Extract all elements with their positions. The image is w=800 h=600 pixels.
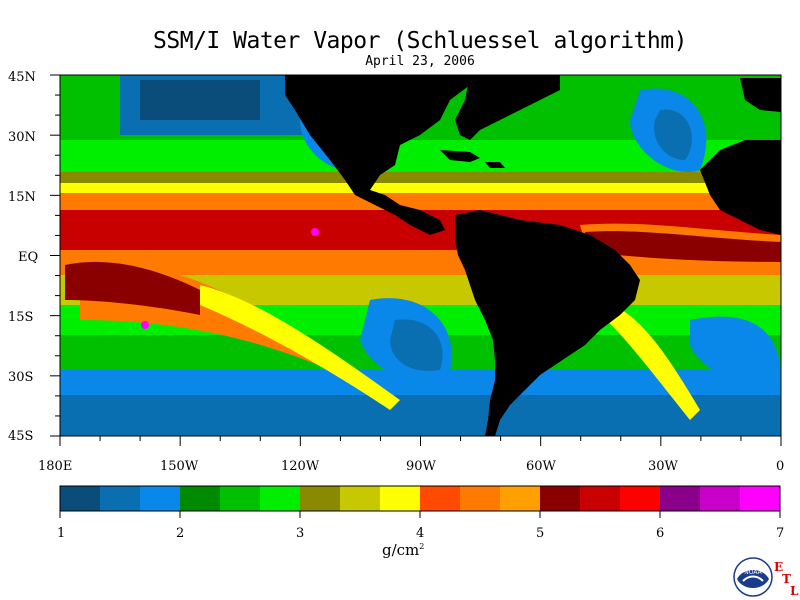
hispaniola xyxy=(485,162,505,168)
lat-label-45n: 45N xyxy=(8,70,36,85)
colorbar-label-3: 3 xyxy=(296,526,304,541)
etl-letter-t: T xyxy=(782,572,791,586)
colorbar-label-7: 7 xyxy=(776,526,784,541)
lon-label-60w: 60W xyxy=(526,459,557,474)
colorbar-swatch xyxy=(580,486,621,511)
lon-label-150w: 150W xyxy=(160,459,199,474)
atlantic-itcz-red xyxy=(585,231,781,262)
map-field xyxy=(60,75,781,436)
colorbar xyxy=(60,486,781,511)
longitude-ticks xyxy=(59,436,782,446)
colorbar-ticks xyxy=(59,511,781,518)
max-spot-1 xyxy=(141,321,149,329)
map-date: April 23, 2006 xyxy=(365,54,475,69)
colorbar-swatch xyxy=(300,486,341,511)
lat-label-eq: EQ xyxy=(18,250,38,265)
colorbar-swatch xyxy=(220,486,261,511)
lat-label-30s: 30S xyxy=(8,370,33,385)
colorbar-labels: 1 2 3 4 5 6 7 xyxy=(57,526,784,541)
africa xyxy=(700,140,781,235)
lon-label-0: 0 xyxy=(776,459,784,474)
etl-letter-l: L xyxy=(790,584,799,598)
streak-sacz-yellow xyxy=(600,300,700,420)
lon-label-120w: 120W xyxy=(281,459,320,474)
colorbar-label-2: 2 xyxy=(176,526,184,541)
south-america xyxy=(455,210,640,436)
band-north-deep-blue xyxy=(140,80,260,120)
colorbar-swatch xyxy=(60,486,101,511)
cuba xyxy=(440,150,480,162)
colorbar-swatch xyxy=(140,486,181,511)
lon-label-180e: 180E xyxy=(38,459,72,474)
lat-label-15n: 15N xyxy=(8,190,36,205)
colorbar-swatch xyxy=(260,486,301,511)
europe xyxy=(740,78,781,112)
colorbar-swatch xyxy=(340,486,381,511)
streak-spcz-yellow xyxy=(200,285,400,410)
colorbar-swatch xyxy=(460,486,501,511)
colorbar-swatch xyxy=(740,486,781,511)
colorbar-swatch xyxy=(180,486,221,511)
band-south-deep xyxy=(60,395,781,436)
logo-agency: NOAA xyxy=(744,569,762,576)
colorbar-swatch xyxy=(420,486,461,511)
lat-label-15s: 15S xyxy=(8,310,33,325)
latitude-ticks xyxy=(50,74,60,437)
colorbar-swatch xyxy=(540,486,581,511)
streak-spcz-red xyxy=(65,261,200,315)
lat-label-30n: 30N xyxy=(8,130,36,145)
etl-letter-e: E xyxy=(774,560,784,574)
blob-se-pacific-core xyxy=(390,319,443,371)
blob-north-atlantic-core xyxy=(654,109,692,160)
colorbar-swatch xyxy=(500,486,541,511)
max-spot-2 xyxy=(311,228,319,236)
colorbar-label-1: 1 xyxy=(57,526,65,541)
colorbar-swatch xyxy=(620,486,661,511)
band-orange-north xyxy=(60,193,781,213)
lat-label-45s: 45S xyxy=(8,429,33,444)
colorbar-swatch xyxy=(100,486,141,511)
colorbar-units: g/cm2 xyxy=(382,541,425,559)
lon-label-30w: 30W xyxy=(648,459,679,474)
colorbar-swatch xyxy=(380,486,421,511)
north-america-east xyxy=(455,75,560,140)
colorbar-swatch xyxy=(660,486,701,511)
colorbar-label-6: 6 xyxy=(656,526,664,541)
noaa-logo: NOAA xyxy=(733,557,773,597)
latitude-axis: 45N 30N 15N EQ 15S 30S 45S xyxy=(8,70,38,444)
colorbar-label-4: 4 xyxy=(416,526,424,541)
colorbar-swatch xyxy=(700,486,741,511)
blob-south-atlantic xyxy=(690,316,781,383)
band-yellow-north xyxy=(60,183,781,195)
north-america xyxy=(285,75,470,235)
colorbar-label-5: 5 xyxy=(536,526,544,541)
lon-label-90w: 90W xyxy=(406,459,437,474)
map-title: SSM/I Water Vapor (Schluessel algorithm) xyxy=(153,28,687,54)
longitude-axis: 180E 150W 120W 90W 60W 30W 0 xyxy=(38,459,784,474)
